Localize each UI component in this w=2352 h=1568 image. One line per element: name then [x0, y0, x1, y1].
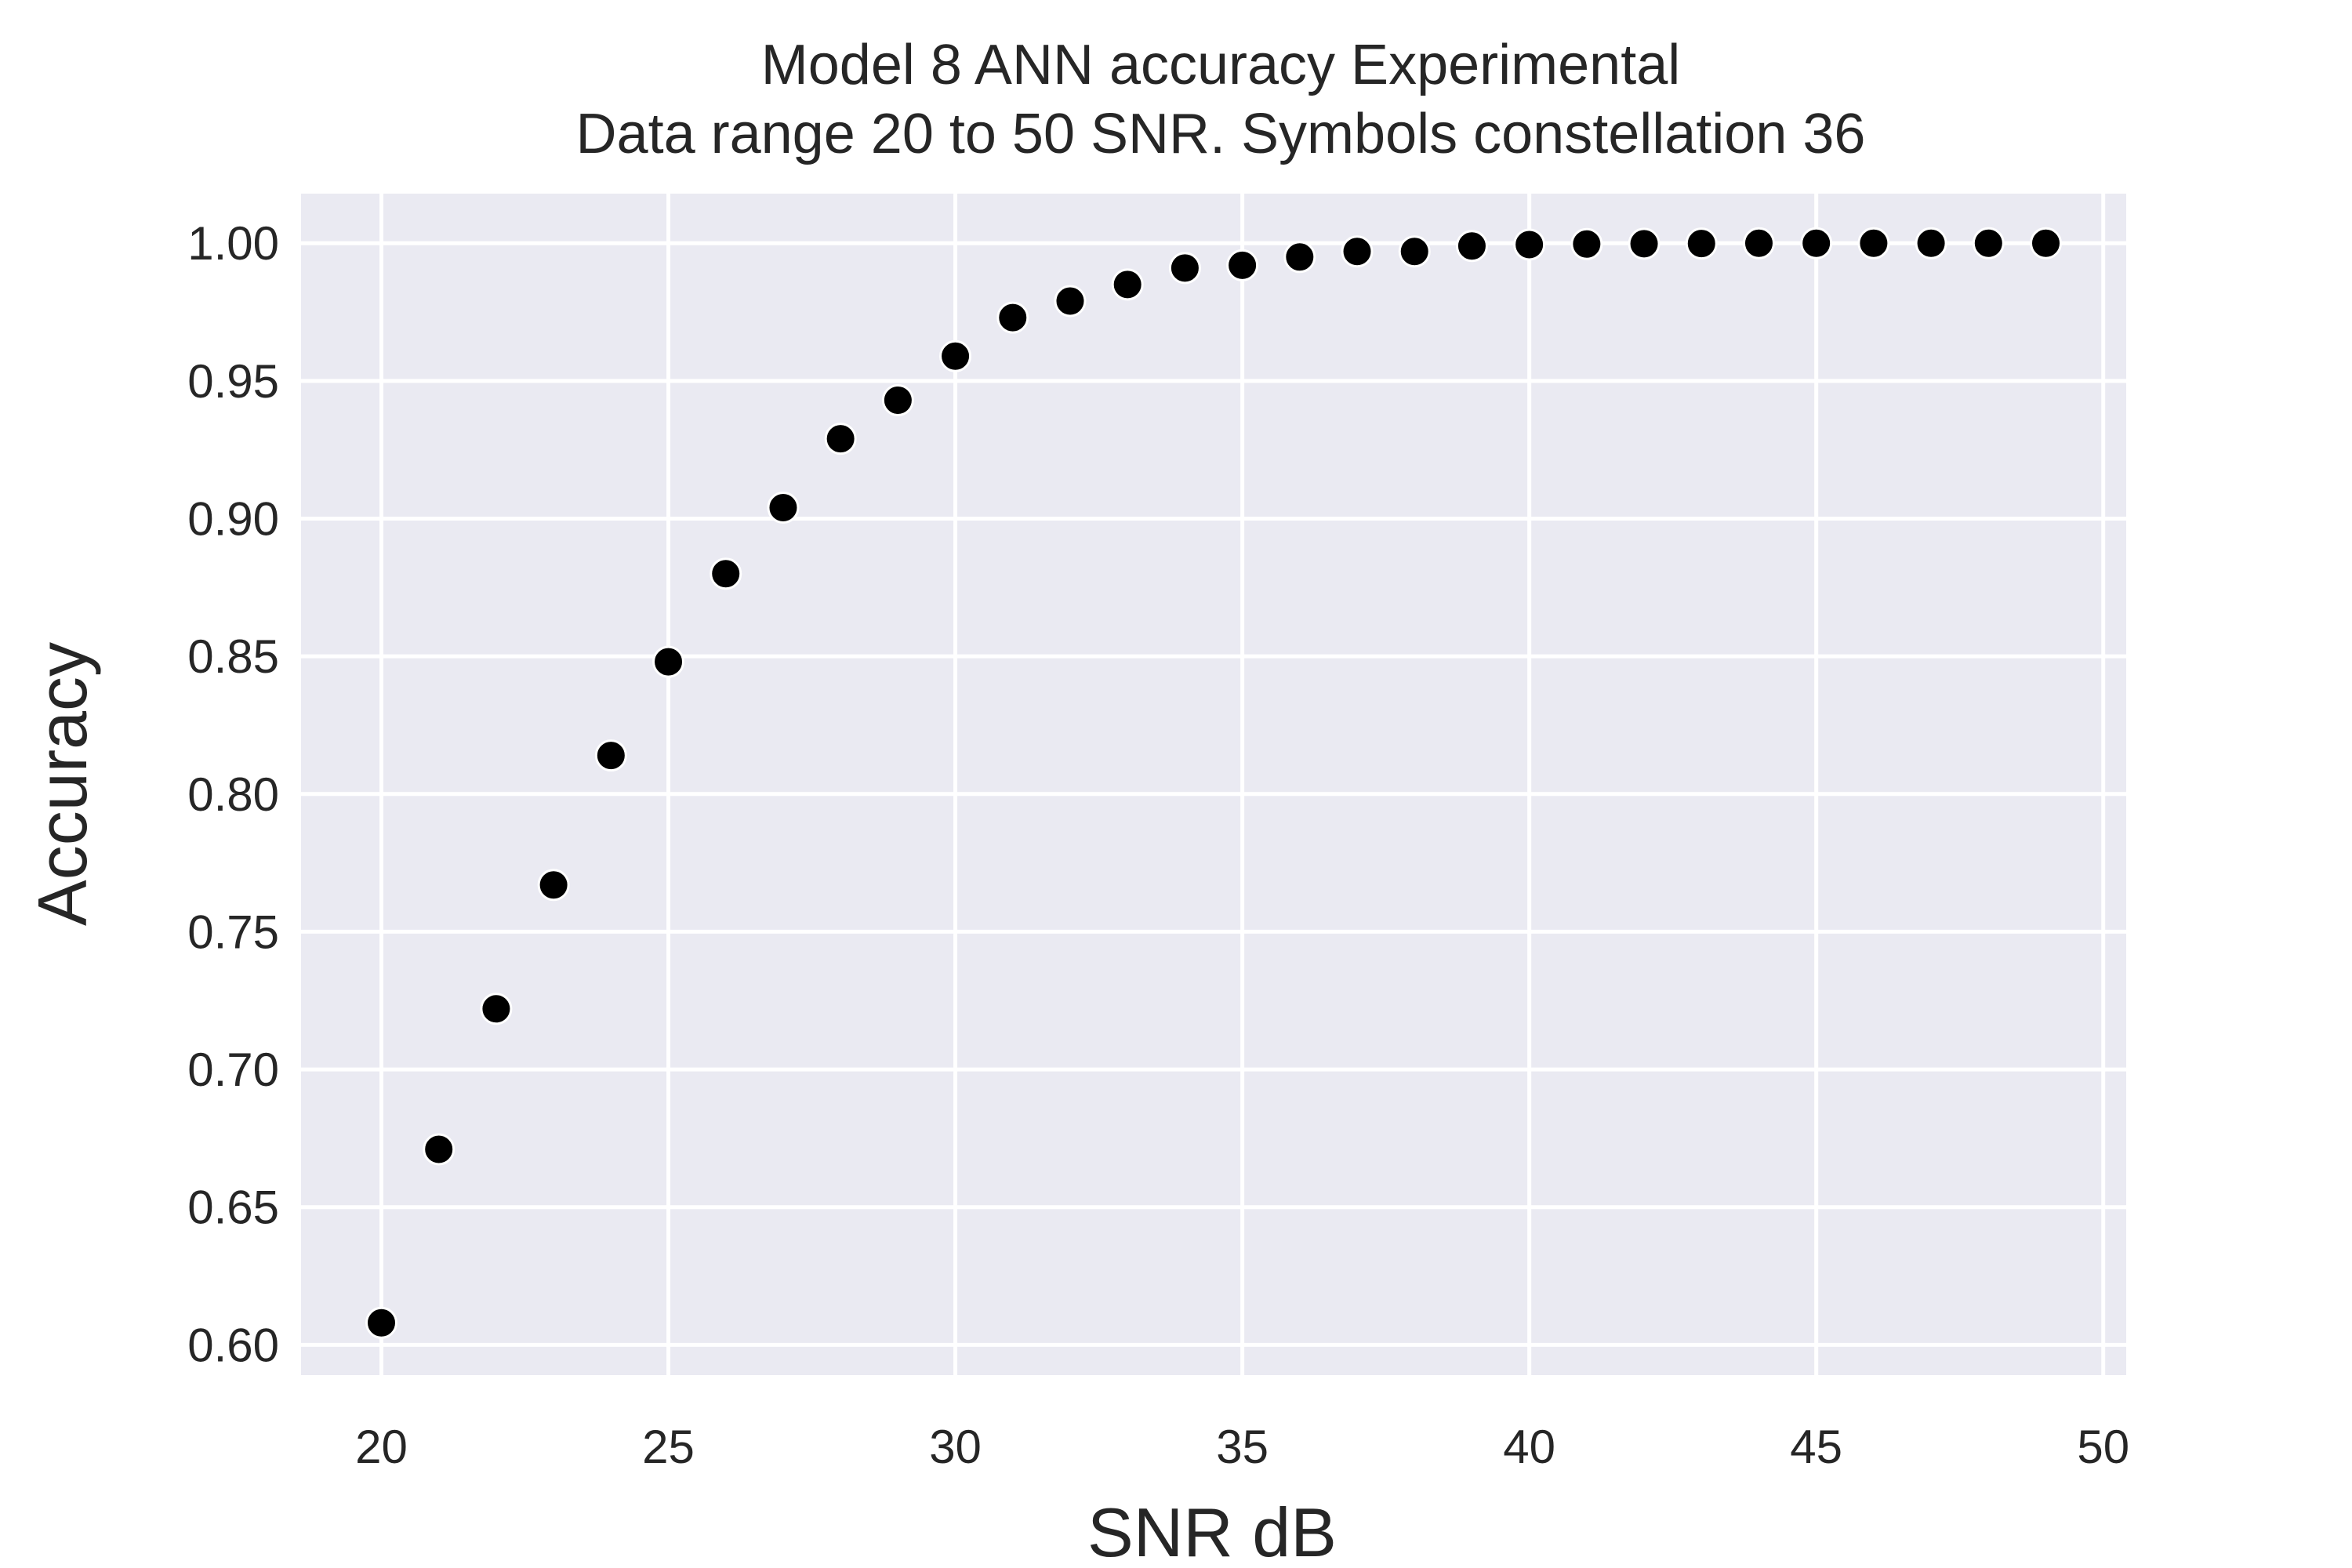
y-tick-label: 0.95 [187, 355, 279, 408]
x-tick-label: 25 [642, 1421, 695, 1473]
data-point [1972, 227, 2005, 260]
data-point [1742, 227, 1775, 260]
scatter-points [365, 227, 2063, 1339]
data-point [652, 645, 685, 678]
data-point [881, 383, 914, 416]
y-tick-label: 0.75 [187, 906, 279, 958]
y-axis-label: Accuracy [24, 642, 101, 926]
data-point [939, 339, 972, 372]
data-point [710, 557, 742, 590]
data-point [1168, 252, 1201, 285]
data-point [365, 1306, 397, 1339]
data-point [1283, 241, 1316, 274]
data-point [1915, 227, 1947, 260]
data-point [1455, 230, 1488, 263]
x-tick-label: 50 [2077, 1421, 2129, 1473]
plot-area [301, 194, 2126, 1375]
data-point [1857, 227, 1890, 260]
data-point [480, 993, 513, 1025]
x-tick-label: 40 [1503, 1421, 1555, 1473]
x-tick-label: 35 [1216, 1421, 1269, 1473]
data-point [1341, 235, 1374, 268]
x-axis-label: SNR dB [1087, 1494, 1337, 1568]
data-point [1800, 227, 1833, 260]
data-point [1398, 235, 1431, 268]
x-tick-label: 20 [355, 1421, 408, 1473]
data-point [423, 1133, 456, 1166]
x-tick-label: 30 [929, 1421, 982, 1473]
data-point [537, 869, 570, 902]
data-point [1054, 285, 1087, 318]
y-tick-label: 0.60 [187, 1319, 279, 1371]
y-tick-labels: 0.60 0.65 0.70 0.75 0.80 0.85 0.90 0.95 1.00 [187, 217, 279, 1371]
y-tick-label: 0.65 [187, 1181, 279, 1234]
x-tick-labels: 20 25 30 35 40 45 50 [355, 1421, 2129, 1473]
data-point [1111, 268, 1144, 301]
y-tick-label: 0.90 [187, 493, 279, 546]
grid-layer [301, 194, 2126, 1375]
chart-title-line-1: Model 8 ANN accuracy Experimental [761, 34, 1681, 96]
y-tick-label: 1.00 [187, 217, 279, 270]
data-point [996, 301, 1029, 334]
data-point [2030, 227, 2063, 260]
y-tick-label: 0.85 [187, 630, 279, 683]
data-point [1513, 228, 1546, 261]
data-point [1226, 249, 1259, 281]
data-point [824, 423, 857, 456]
data-point [594, 739, 627, 772]
data-point [767, 491, 800, 524]
chart-title-line-2: Data range 20 to 50 SNR. Symbols constel… [576, 103, 1866, 165]
y-tick-label: 0.80 [187, 768, 279, 821]
data-point [1628, 227, 1661, 260]
y-tick-label: 0.70 [187, 1044, 279, 1096]
data-point [1570, 227, 1603, 260]
x-tick-label: 45 [1790, 1421, 1842, 1473]
data-point [1685, 227, 1718, 260]
